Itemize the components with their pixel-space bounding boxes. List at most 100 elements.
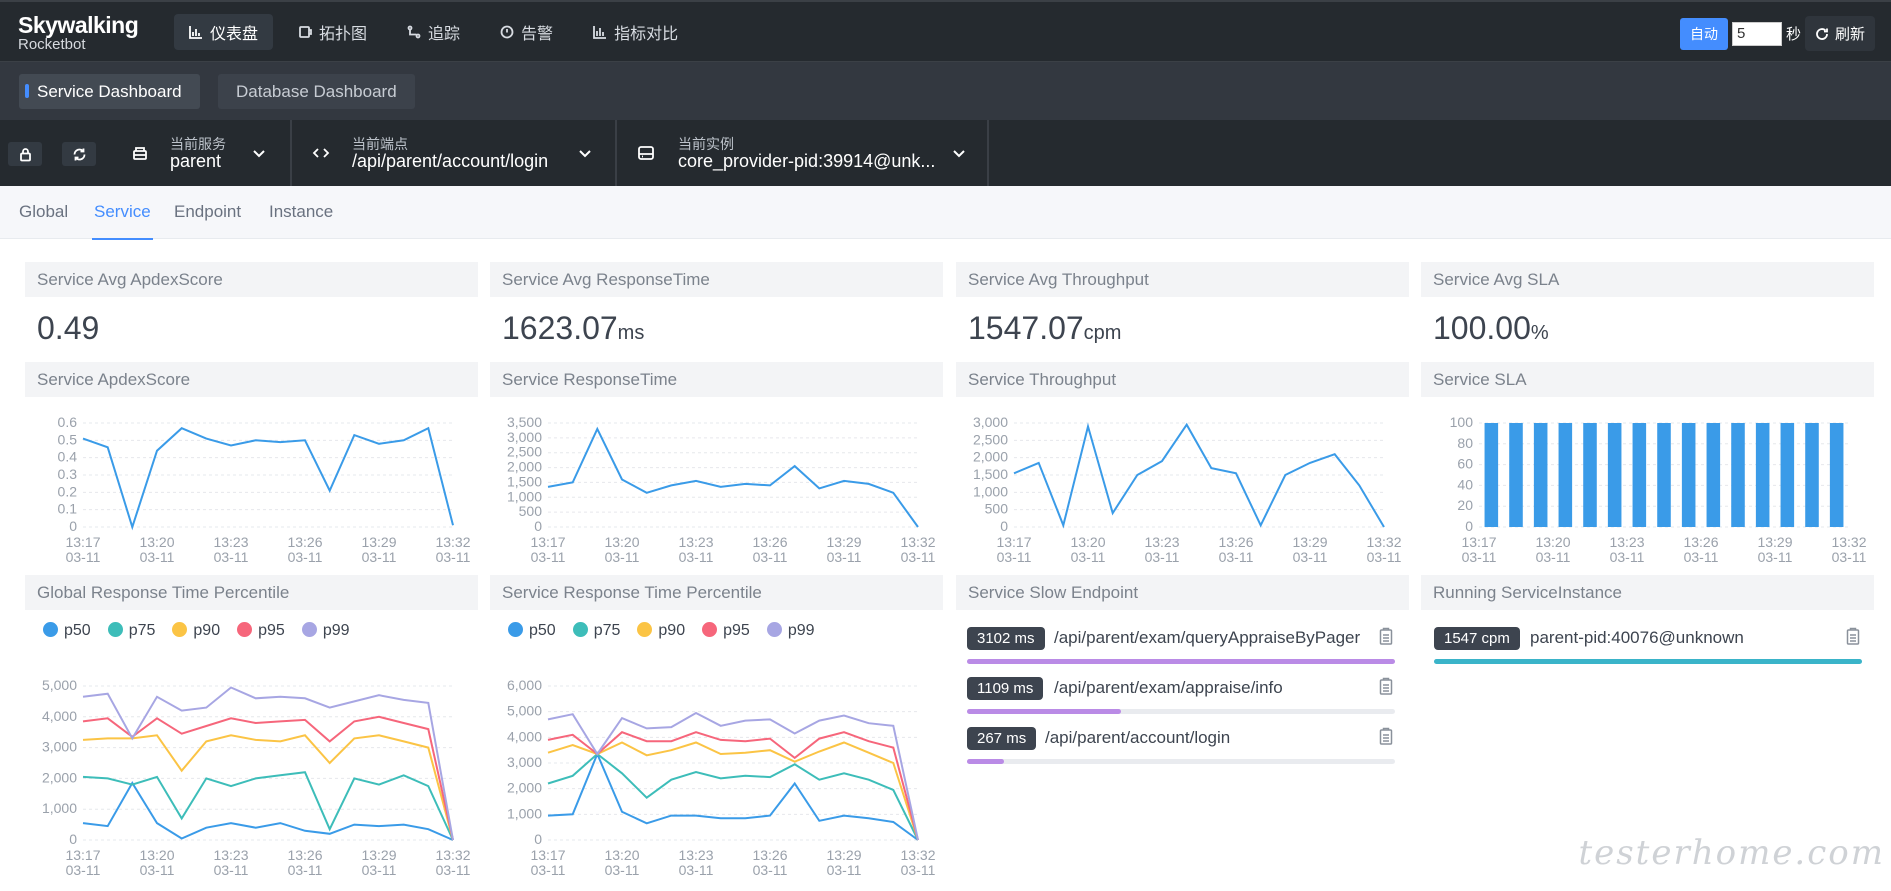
chart-bar[interactable]	[1755, 423, 1770, 527]
tab-global[interactable]: Global	[19, 202, 69, 221]
y-tick-label: 2,000	[507, 459, 542, 475]
legend-item[interactable]: p90	[172, 622, 220, 640]
legend-item[interactable]: p95	[702, 622, 750, 640]
reload-icon	[73, 148, 85, 160]
chart-bar[interactable]	[1484, 423, 1499, 527]
lock-button[interactable]	[8, 142, 42, 166]
legend-item[interactable]: p95	[237, 622, 285, 640]
series-line[interactable]	[547, 741, 919, 841]
x-tick-label: 13:23	[213, 534, 248, 550]
server-icon	[638, 146, 654, 160]
chart-bar[interactable]	[1706, 423, 1721, 527]
instance-selector-label: 当前实例	[678, 136, 734, 152]
clipboard-icon[interactable]	[1379, 727, 1393, 745]
series-line[interactable]	[1013, 422, 1385, 529]
refresh-button[interactable]: 刷新	[1804, 16, 1875, 51]
tab-service[interactable]: Service	[92, 202, 153, 240]
series-line[interactable]	[82, 781, 454, 841]
clipboard-icon[interactable]	[1379, 627, 1393, 645]
chart-bar[interactable]	[1583, 423, 1597, 527]
dashboard-tab-database[interactable]: Database Dashboard	[218, 74, 415, 109]
series-line[interactable]	[82, 715, 454, 841]
chart-bar[interactable]	[1607, 423, 1622, 527]
tab-endpoint[interactable]: Endpoint	[174, 202, 242, 221]
progress-track	[967, 759, 1395, 764]
nav-topology[interactable]: 拓扑图	[283, 14, 382, 50]
dashboard-tab-service[interactable]: Service Dashboard	[19, 74, 200, 109]
legend-item[interactable]: p75	[107, 622, 155, 640]
instance-item[interactable]: 1547 cpm parent-pid:40076@unknown	[1434, 627, 1862, 667]
sla-chart[interactable]: 10080604020013:1703-1113:2003-1113:2303-…	[1421, 405, 1874, 565]
auto-refresh-toggle[interactable]: 自动	[1679, 17, 1728, 50]
series-line[interactable]	[82, 426, 454, 531]
series-line[interactable]	[547, 426, 919, 528]
response-time-chart[interactable]: 3,5003,0002,5002,0001,5001,000500013:170…	[490, 405, 943, 565]
legend-label: p95	[258, 622, 285, 639]
nav-dashboard[interactable]: 仪表盘	[174, 14, 274, 50]
series-line[interactable]	[82, 734, 454, 841]
latency-badge: 3102 ms	[967, 627, 1045, 650]
clipboard-icon[interactable]	[1379, 677, 1393, 695]
legend-item[interactable]: p99	[766, 622, 815, 640]
nav-compare[interactable]: 指标对比	[578, 14, 693, 50]
instance-selector[interactable]: 当前实例 core_provider-pid:39914@unk...	[617, 120, 989, 186]
nav-trace[interactable]: 追踪	[392, 14, 475, 50]
slow-endpoint-item[interactable]: 1109 ms /api/parent/exam/appraise/info	[967, 677, 1395, 717]
series-line[interactable]	[547, 731, 919, 841]
top-nav-bar: Skywalking Rocketbot 仪表盘 拓扑图 追踪 告警 指标对比 …	[0, 0, 1891, 61]
x-tick-label: 13:26	[1218, 534, 1253, 550]
logo[interactable]: Skywalking Rocketbot	[18, 12, 139, 53]
series-line[interactable]	[82, 686, 454, 841]
chart-bar[interactable]	[1805, 423, 1819, 527]
legend-item[interactable]: p50	[43, 622, 91, 640]
x-tick-label: 13:17	[530, 534, 565, 550]
legend-item[interactable]: p75	[572, 622, 620, 640]
slow-endpoint-item[interactable]: 3102 ms /api/parent/exam/queryAppraiseBy…	[967, 627, 1395, 667]
global-percentile-chart[interactable]: 5,0004,0003,0002,0001,000013:1703-1113:2…	[25, 668, 478, 878]
service-percentile-chart[interactable]: 6,0005,0004,0003,0002,0001,000013:1703-1…	[490, 668, 943, 878]
legend-item[interactable]: p99	[301, 622, 350, 640]
apdex-chart[interactable]: 0.60.50.40.30.20.1013:1703-1113:2003-111…	[25, 405, 478, 565]
refresh-interval-input[interactable]	[1731, 21, 1782, 46]
legend-item[interactable]: p90	[637, 622, 685, 640]
y-tick-label: 6,000	[507, 677, 542, 693]
x-tick-label: 13:29	[361, 847, 396, 863]
chart-bar[interactable]	[1731, 423, 1745, 527]
chart-bar[interactable]	[1533, 423, 1548, 527]
service-selector[interactable]: 当前服务 parent	[112, 120, 292, 186]
y-tick-label: 1,000	[507, 805, 542, 821]
series-line[interactable]	[82, 771, 454, 841]
tab-instance[interactable]: Instance	[269, 202, 334, 221]
legend-label: p99	[787, 622, 815, 639]
reload-button[interactable]	[62, 142, 96, 166]
x-tick-date: 03-11	[214, 862, 249, 878]
chart-bar[interactable]	[1780, 423, 1795, 527]
series-line[interactable]	[547, 711, 919, 841]
series-line[interactable]	[547, 752, 919, 841]
endpoint-selector-label: 当前端点	[352, 136, 408, 152]
chart-bar[interactable]	[1829, 423, 1844, 527]
x-tick-date: 03-11	[901, 862, 936, 878]
y-tick-label: 100	[1450, 414, 1474, 430]
y-tick-label: 0	[69, 518, 77, 534]
clipboard-icon[interactable]	[1846, 627, 1860, 645]
slow-endpoint-item[interactable]: 267 ms /api/parent/account/login	[967, 727, 1395, 767]
stat-unit: %	[1530, 322, 1549, 344]
x-tick-label: 13:32	[900, 847, 935, 863]
chart-bar[interactable]	[1632, 423, 1647, 527]
chart-bar[interactable]	[1558, 423, 1573, 527]
throughput-chart[interactable]: 3,0002,5002,0001,5001,000500013:1703-111…	[956, 405, 1409, 565]
chart-bar[interactable]	[1681, 423, 1696, 527]
legend-item[interactable]: p50	[508, 622, 556, 640]
endpoint-selector[interactable]: 当前端点 /api/parent/account/login	[292, 120, 617, 186]
legend-label: p95	[723, 622, 750, 639]
scope-tabs: Global Service Endpoint Instance	[0, 186, 1891, 240]
y-tick-label: 0.4	[58, 449, 78, 465]
nav-alarm[interactable]: 告警	[485, 14, 568, 50]
chart-bar[interactable]	[1509, 423, 1523, 527]
y-tick-label: 3,000	[42, 739, 77, 755]
x-tick-label: 13:17	[530, 847, 565, 863]
chart-bar[interactable]	[1657, 423, 1671, 527]
x-tick-date: 03-11	[997, 549, 1032, 565]
series-line[interactable]	[547, 751, 919, 841]
